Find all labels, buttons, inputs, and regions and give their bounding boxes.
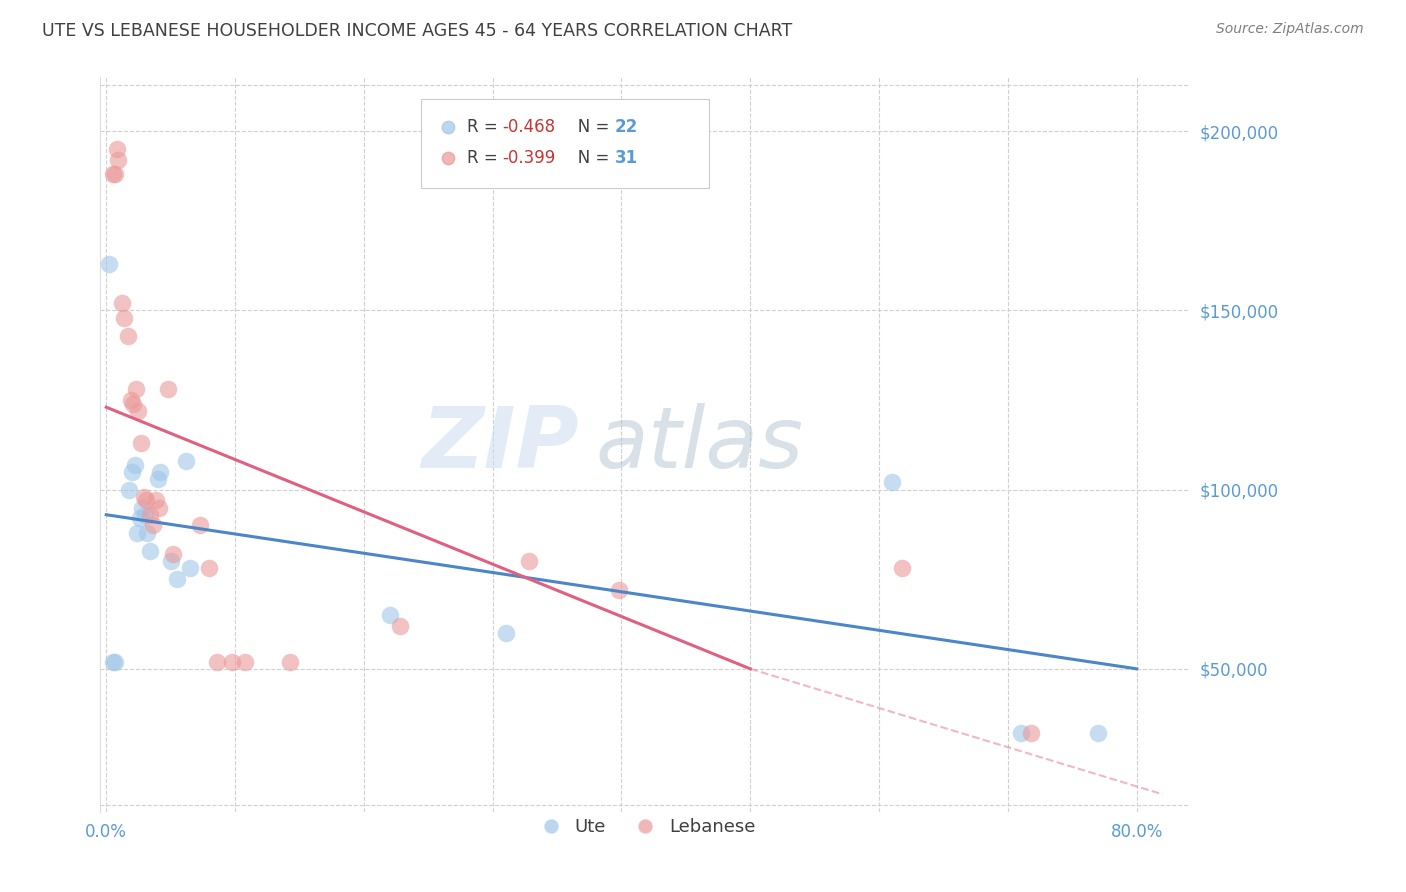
Point: [149, 465, 172, 479]
Point: [97, 257, 120, 271]
Point: [205, 655, 228, 669]
Point: [157, 382, 180, 396]
Point: [111, 296, 134, 310]
Point: [891, 561, 914, 575]
Point: [388, 619, 411, 633]
Point: [174, 454, 197, 468]
Point: [198, 561, 221, 575]
Text: 31: 31: [614, 149, 638, 168]
Point: [146, 472, 169, 486]
Text: UTE VS LEBANESE HOUSEHOLDER INCOME AGES 45 - 64 YEARS CORRELATION CHART: UTE VS LEBANESE HOUSEHOLDER INCOME AGES …: [42, 22, 793, 40]
Point: [221, 655, 243, 669]
Text: ZIP: ZIP: [422, 403, 579, 486]
Point: [101, 655, 124, 669]
Point: [880, 475, 903, 490]
Point: [280, 655, 302, 669]
Point: [118, 483, 141, 497]
Point: [117, 328, 139, 343]
Point: [134, 508, 156, 522]
Point: [135, 493, 157, 508]
Point: [121, 465, 143, 479]
Point: [127, 404, 149, 418]
Text: N =: N =: [562, 149, 614, 168]
Legend: Ute, Lebanese: Ute, Lebanese: [526, 811, 762, 844]
Point: [107, 153, 129, 167]
Text: N =: N =: [562, 119, 614, 136]
Point: [125, 382, 148, 396]
Point: [131, 500, 153, 515]
Point: [127, 525, 149, 540]
Text: R =: R =: [467, 119, 502, 136]
Point: [129, 436, 152, 450]
Point: [607, 582, 630, 597]
Text: 22: 22: [614, 119, 638, 136]
Point: [104, 167, 127, 181]
Point: [128, 511, 150, 525]
Point: [132, 490, 155, 504]
Point: [1087, 726, 1109, 740]
Point: [378, 608, 401, 623]
Point: [235, 655, 257, 669]
Point: [136, 525, 159, 540]
FancyBboxPatch shape: [420, 100, 710, 187]
Point: [101, 167, 124, 181]
Text: Source: ZipAtlas.com: Source: ZipAtlas.com: [1216, 22, 1364, 37]
Point: [142, 518, 165, 533]
Point: [139, 543, 162, 558]
Text: -0.399: -0.399: [502, 149, 555, 168]
Point: [112, 310, 135, 325]
Point: [105, 142, 128, 156]
Point: [120, 392, 142, 407]
Point: [495, 626, 517, 640]
Point: [188, 518, 211, 533]
Point: [517, 554, 540, 568]
Point: [1019, 726, 1042, 740]
Point: [139, 508, 162, 522]
Point: [179, 561, 201, 575]
Point: [159, 554, 181, 568]
Point: [124, 458, 146, 472]
Text: R =: R =: [467, 149, 502, 168]
Text: -0.468: -0.468: [502, 119, 555, 136]
Point: [122, 396, 145, 410]
Text: atlas: atlas: [595, 403, 803, 486]
Point: [162, 547, 184, 561]
Point: [1010, 726, 1032, 740]
Point: [145, 493, 167, 508]
Point: [148, 500, 170, 515]
Point: [166, 572, 188, 586]
Point: [104, 655, 127, 669]
